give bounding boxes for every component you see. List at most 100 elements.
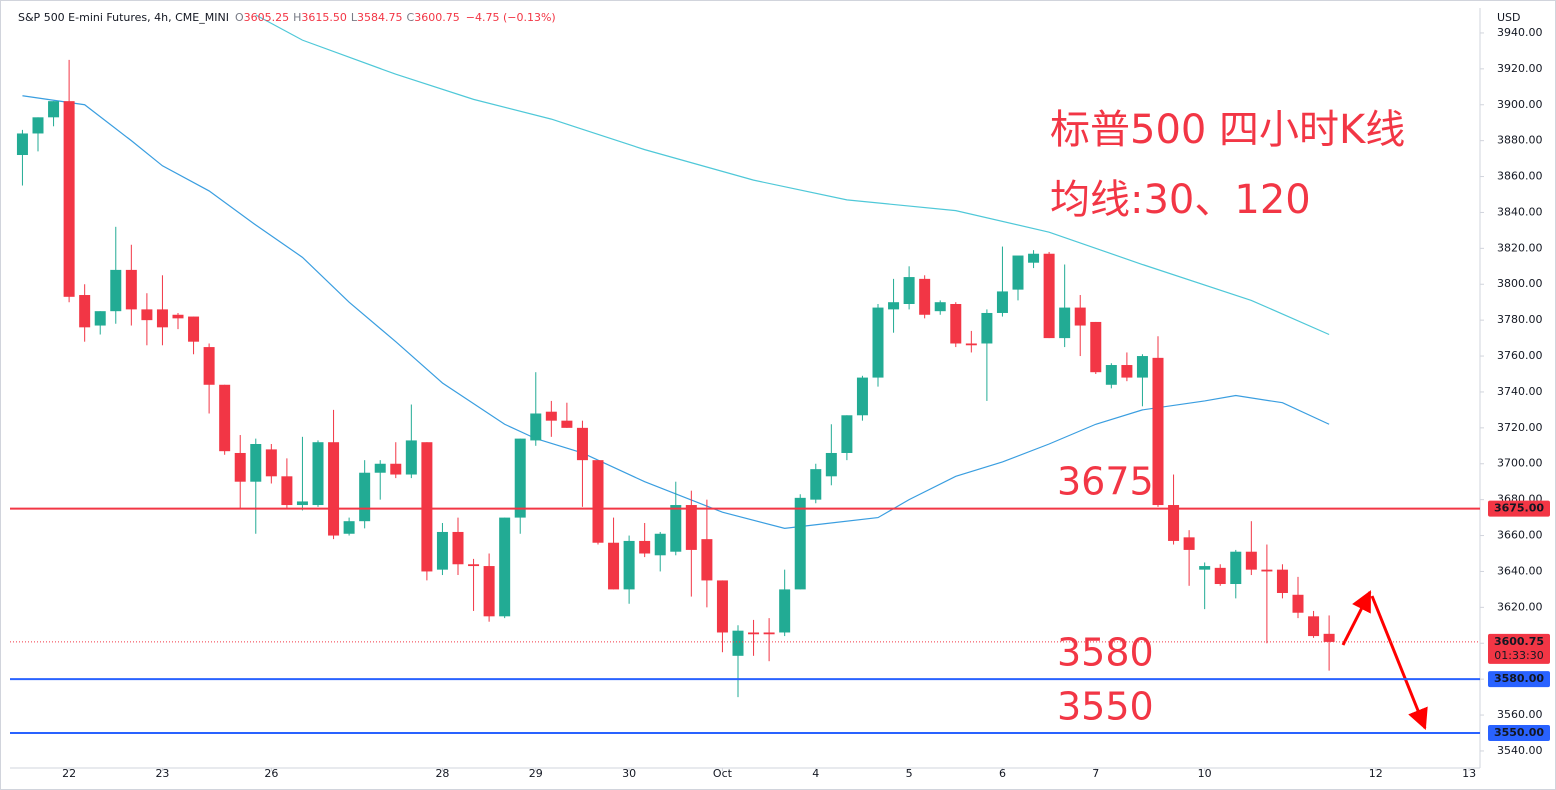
candle-body	[639, 540, 651, 554]
y-tick-label: 3560.00	[1497, 708, 1543, 721]
legend-key: O	[235, 11, 244, 24]
price-tag	[1488, 724, 1550, 741]
candle-body	[1168, 505, 1180, 541]
candle-body	[1043, 253, 1055, 339]
candle-body	[763, 632, 775, 635]
legend-key: H	[293, 11, 301, 24]
candle-body	[1323, 633, 1335, 642]
legend-value: 3600.75	[414, 11, 460, 24]
y-tick-label: 3660.00	[1497, 529, 1543, 542]
candle-body	[203, 347, 215, 385]
candle-body	[499, 517, 511, 617]
candle-body	[748, 632, 760, 635]
x-tick-label: 4	[812, 767, 819, 780]
candle-body	[888, 302, 900, 310]
legend-value: 3584.75	[357, 11, 403, 24]
candle-body	[48, 101, 60, 118]
x-tick-label: Oct	[713, 767, 733, 780]
candle-body	[934, 302, 946, 312]
y-tick-label: 3740.00	[1497, 385, 1543, 398]
candle-body	[452, 531, 464, 565]
y-tick-label: 3780.00	[1497, 313, 1543, 326]
y-tick-label: 3620.00	[1497, 600, 1543, 613]
candle-body	[265, 449, 277, 477]
x-tick-label: 7	[1092, 767, 1099, 780]
candle-body	[825, 452, 837, 477]
price-tag-label: 3550.00	[1494, 726, 1544, 739]
candle-body	[1074, 307, 1086, 326]
symbol: S&P 500 E-mini Futures, 4h, CME_MINI	[18, 11, 229, 24]
candle-body	[779, 589, 791, 633]
candle-body	[436, 531, 448, 570]
candle-body	[623, 540, 635, 590]
x-tick-label: 30	[622, 767, 636, 780]
candle-body	[296, 501, 308, 506]
candle-body	[654, 533, 666, 556]
price-tag-label: 3580.00	[1494, 672, 1544, 685]
x-tick-label: 22	[62, 767, 76, 780]
candle-body	[1292, 594, 1304, 613]
candle-body	[1121, 365, 1133, 378]
plot-area	[16, 14, 1335, 698]
countdown: 01:33:30	[1494, 649, 1543, 662]
candle-body	[234, 452, 246, 482]
candle-body	[374, 463, 386, 473]
x-tick-label: 13	[1462, 767, 1476, 780]
candle-body	[872, 307, 884, 378]
x-tick-label: 6	[999, 767, 1006, 780]
candle-body	[608, 542, 620, 590]
arrow-down	[1370, 595, 1428, 730]
candle-body	[530, 413, 542, 441]
candle-body	[1152, 357, 1164, 506]
candle-body	[685, 505, 697, 550]
annotation: 3550	[1057, 685, 1154, 729]
candle-body	[79, 295, 91, 328]
candle-body	[1261, 569, 1273, 572]
y-tick-label: 3700.00	[1497, 457, 1543, 470]
candle-body	[841, 415, 853, 453]
legend-value: 3615.50	[301, 11, 347, 24]
candle-body	[996, 291, 1008, 313]
candle-body	[1028, 253, 1040, 263]
price-tag	[1488, 500, 1550, 517]
legend-key: L	[351, 11, 358, 24]
y-tick-label: 3760.00	[1497, 349, 1543, 362]
candle-body	[188, 316, 200, 342]
legend-key: C	[407, 11, 415, 24]
candle-body	[732, 630, 744, 656]
annotation: 3675	[1057, 460, 1154, 504]
candle-body	[141, 309, 153, 321]
candle-body	[1105, 365, 1117, 385]
candle-body	[172, 314, 184, 319]
annotation: 3580	[1057, 631, 1154, 675]
header: S&P 500 E-mini Futures, 4h, CME_MINI O360…	[18, 11, 556, 24]
candle-body	[810, 469, 822, 500]
candle-body	[856, 377, 868, 416]
candle-body	[1199, 566, 1211, 570]
candle-body	[156, 309, 168, 328]
candle-body	[281, 476, 293, 506]
x-tick-label: 26	[264, 767, 278, 780]
candle-body	[94, 311, 106, 326]
candle-body	[576, 427, 588, 461]
candle-body	[1230, 551, 1242, 585]
y-tick-label: 3840.00	[1497, 205, 1543, 218]
y-tick-label: 3880.00	[1497, 134, 1543, 147]
last-price-label: 3600.75	[1494, 635, 1544, 648]
x-tick-label: 23	[155, 767, 169, 780]
candle-body	[592, 460, 604, 543]
moving-average	[22, 95, 1330, 529]
candle-body	[545, 411, 557, 421]
price-tag-label: 3675.00	[1494, 502, 1544, 515]
candle-body	[63, 101, 75, 297]
x-tick-label: 5	[906, 767, 913, 780]
change: −4.75 (−0.13%)	[466, 11, 556, 24]
candle-body	[1183, 537, 1195, 550]
legend-value: 3605.25	[244, 11, 290, 24]
candle-body	[110, 269, 122, 312]
candle-body	[483, 566, 495, 617]
candle-body	[421, 442, 433, 572]
candle-body	[16, 133, 28, 156]
candle-body	[359, 472, 371, 522]
